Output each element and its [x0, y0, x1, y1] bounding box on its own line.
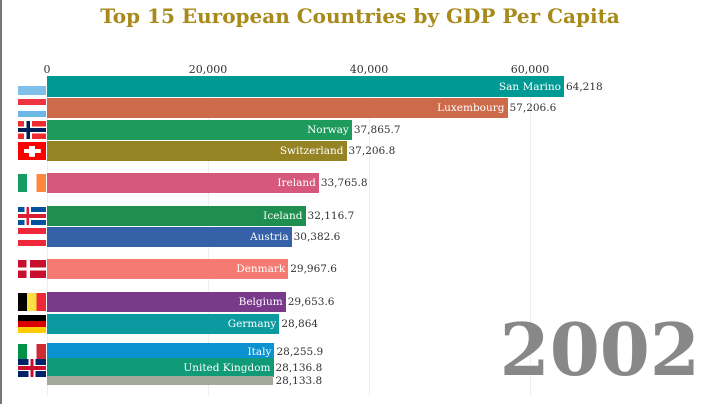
bar-label: Norway [307, 124, 349, 136]
value-label: 28,133.8 [275, 374, 323, 387]
value-label: 64,218 [565, 80, 603, 93]
bar-label: Luxembourg [437, 102, 505, 114]
bar-label: Iceland [263, 210, 303, 222]
bar-ireland: Ireland [47, 173, 319, 193]
bar-italy: Italy [47, 343, 275, 361]
bar-label: San Marino [498, 80, 561, 93]
iceland-flag-icon [18, 207, 46, 225]
frame-border [0, 0, 2, 404]
value-label: 30,382.6 [293, 231, 341, 243]
bar-san-marino: San Marino [47, 76, 564, 97]
bar-belgium: Belgium [47, 292, 286, 312]
bar-luxembourg: Luxembourg [47, 98, 508, 118]
italy-flag-icon [18, 344, 46, 362]
bar-norway: Norway [47, 120, 352, 140]
bar-label: Denmark [236, 263, 286, 275]
bar-label: Italy [247, 346, 272, 358]
bar-iceland: Iceland [47, 206, 306, 226]
value-label: 37,206.8 [348, 145, 396, 157]
gridline [369, 76, 370, 396]
bar-label: Switzerland [279, 145, 344, 157]
bar-united-kingdom: United Kingdom [47, 358, 274, 377]
bar-label: Ireland [277, 177, 316, 189]
value-label: 29,967.6 [290, 263, 337, 275]
value-label: 57,206.6 [509, 102, 557, 114]
germany-flag-icon [18, 315, 46, 333]
bar-unlabeled [47, 376, 274, 385]
x-tick-label: 40,000 [349, 63, 389, 76]
luxembourg-flag-icon [18, 99, 46, 117]
bar-germany: Germany [47, 314, 280, 334]
x-tick-label: 20,000 [188, 63, 228, 76]
ireland-flag-icon [18, 174, 46, 192]
bar-label: Austria [249, 231, 289, 243]
chart-title: Top 15 European Countries by GDP Per Cap… [100, 4, 620, 28]
bar-switzerland: Switzerland [47, 141, 347, 161]
x-tick-label: 0 [43, 63, 51, 76]
bar-label: Germany [227, 318, 277, 330]
gridline [530, 76, 531, 396]
bar-austria: Austria [47, 227, 292, 247]
belgium-flag-icon [18, 293, 46, 311]
united-kingdom-flag-icon [18, 359, 46, 377]
bar-label: Belgium [238, 296, 283, 308]
x-tick-label: 60,000 [510, 63, 550, 76]
value-label: 33,765.8 [320, 177, 368, 189]
san-marino-flag-icon [18, 77, 46, 95]
switzerland-flag-icon [18, 142, 46, 160]
year-label: 2002 [499, 307, 700, 392]
value-label: 37,865.7 [353, 124, 401, 136]
value-label: 28,136.8 [275, 361, 323, 374]
value-label: 28,864 [281, 318, 319, 330]
value-label: 32,116.7 [307, 210, 355, 222]
denmark-flag-icon [18, 260, 46, 278]
bar-label: United Kingdom [183, 361, 271, 374]
value-label: 28,255.9 [276, 346, 324, 358]
bar-denmark: Denmark [47, 259, 289, 279]
norway-flag-icon [18, 121, 46, 139]
value-label: 29,653.6 [287, 296, 335, 308]
austria-flag-icon [18, 228, 46, 246]
